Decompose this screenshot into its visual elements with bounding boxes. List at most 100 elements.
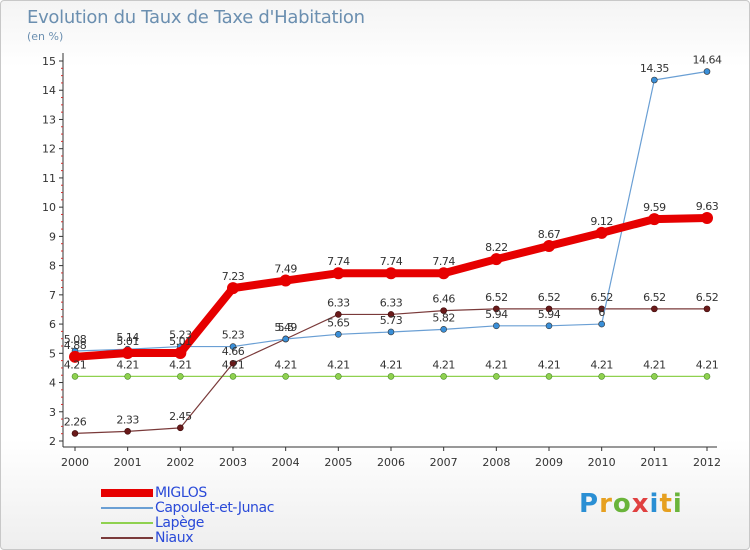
x-tick-label: 2005 — [324, 456, 352, 469]
y-tick-label: 6 — [49, 318, 56, 331]
data-point-lap-ge — [387, 373, 395, 380]
data-label-capoulet-et-junac: 5.49 — [274, 321, 297, 334]
data-label-miglos: 5.01 — [169, 335, 192, 348]
data-point-lap-ge — [177, 373, 184, 380]
y-tick-label: 14 — [42, 84, 56, 97]
data-point-capoulet-et-junac — [545, 322, 553, 330]
data-label-miglos: 7.74 — [327, 255, 350, 268]
data-point-lap-ge — [282, 373, 289, 380]
legend-label-capoulet: Capoulet-et-Junac — [155, 499, 275, 516]
x-tick-label: 2006 — [377, 456, 405, 469]
y-tick-label: 15 — [42, 55, 56, 68]
legend-swatch-niaux — [101, 536, 153, 539]
data-point-niaux — [387, 311, 395, 318]
data-point-capoulet-et-junac — [703, 68, 711, 75]
data-point-niaux — [545, 305, 553, 313]
data-point-miglos — [332, 267, 345, 280]
data-label-niaux: 6.46 — [432, 293, 455, 306]
data-label-lap-ge: 4.21 — [64, 358, 87, 371]
data-point-capoulet-et-junac — [387, 328, 395, 336]
data-label-lap-ge: 4.21 — [696, 358, 719, 371]
data-point-lap-ge — [229, 373, 237, 380]
data-point-niaux — [177, 424, 184, 432]
legend-label-niaux: Niaux — [155, 529, 194, 546]
data-point-niaux — [703, 305, 711, 313]
data-label-capoulet-et-junac: 5.23 — [169, 329, 192, 342]
x-tick-label: 2007 — [430, 456, 458, 469]
data-label-capoulet-et-junac: 5.82 — [432, 311, 455, 324]
data-point-miglos — [385, 267, 397, 280]
data-point-lap-ge — [703, 373, 711, 380]
data-label-niaux: 6.52 — [643, 291, 666, 304]
y-tick-label: 7 — [49, 289, 56, 302]
data-label-lap-ge: 4.21 — [274, 358, 297, 371]
data-point-miglos — [437, 267, 450, 280]
y-axis-unit: (en %) — [27, 30, 64, 43]
data-point-niaux — [124, 428, 131, 435]
data-point-lap-ge — [124, 373, 131, 380]
y-tick-label: 4 — [49, 377, 56, 390]
data-label-lap-ge: 4.21 — [169, 358, 192, 371]
data-label-lap-ge: 4.21 — [380, 358, 403, 371]
data-point-lap-ge — [335, 373, 342, 380]
y-tick-label: 2 — [49, 435, 56, 448]
legend-item-capoulet: Capoulet-et-Junac — [101, 499, 275, 516]
x-tick-label: 2002 — [166, 456, 194, 469]
data-label-miglos: 7.23 — [222, 270, 245, 283]
data-label-niaux: 2.45 — [169, 410, 192, 423]
data-point-capoulet-et-junac — [335, 331, 342, 338]
legend: MIGLOS Capoulet-et-Junac Lapège Niaux — [101, 484, 275, 546]
data-label-capoulet-et-junac: 5.73 — [380, 314, 403, 327]
data-label-niaux: 2.33 — [116, 413, 139, 426]
y-tick-label: 13 — [42, 113, 56, 126]
legend-item-lapege: Lapège — [101, 514, 274, 531]
data-point-niaux — [71, 430, 79, 437]
data-point-lap-ge — [493, 373, 500, 380]
y-tick-label: 5 — [49, 347, 56, 360]
y-tick-label: 10 — [42, 201, 56, 214]
data-label-lap-ge: 4.21 — [590, 358, 613, 371]
data-point-niaux — [335, 311, 342, 318]
data-label-capoulet-et-junac: 14.35 — [640, 62, 669, 75]
data-label-capoulet-et-junac: 14.64 — [693, 54, 722, 67]
data-label-lap-ge: 4.21 — [222, 358, 245, 371]
data-point-miglos — [490, 253, 503, 266]
data-point-miglos — [174, 347, 187, 360]
x-tick-label: 2010 — [588, 456, 616, 469]
data-point-lap-ge — [545, 373, 553, 380]
data-label-miglos: 9.63 — [696, 200, 719, 213]
x-tick-label: 2009 — [535, 456, 563, 469]
data-label-miglos: 7.74 — [432, 255, 455, 268]
data-label-niaux: 6.52 — [485, 291, 508, 304]
data-label-capoulet-et-junac: 5.94 — [538, 308, 561, 321]
data-label-niaux: 6.52 — [696, 291, 719, 304]
data-label-niaux: 6.33 — [380, 296, 403, 309]
data-label-capoulet-et-junac: 5.23 — [222, 329, 245, 342]
data-label-miglos: 4.88 — [64, 339, 87, 352]
data-point-niaux — [440, 307, 447, 314]
data-label-niaux: 6.52 — [590, 291, 613, 304]
data-label-niaux: 6.52 — [538, 291, 561, 304]
data-point-miglos — [701, 211, 713, 224]
data-label-capoulet-et-junac: 5.65 — [327, 316, 350, 329]
data-label-lap-ge: 4.21 — [538, 358, 561, 371]
data-label-capoulet-et-junac: 5.08 — [64, 333, 87, 346]
y-tick-label: 3 — [49, 406, 56, 419]
x-tick-label: 2004 — [272, 456, 300, 469]
proxiti-logo: Proxiti — [579, 489, 683, 519]
data-label-miglos: 7.49 — [274, 263, 297, 276]
legend-swatch-miglos — [101, 488, 153, 497]
x-tick-label: 2012 — [693, 456, 721, 469]
legend-label-miglos: MIGLOS — [155, 484, 207, 501]
legend-label-lapege: Lapège — [155, 514, 204, 531]
y-tick-label: 11 — [42, 172, 56, 185]
data-point-miglos — [648, 213, 661, 226]
data-label-miglos: 8.22 — [485, 241, 508, 254]
data-label-miglos: 9.12 — [590, 215, 613, 228]
x-tick-label: 2003 — [219, 456, 247, 469]
data-label-niaux: 4.66 — [222, 345, 245, 358]
data-point-miglos — [279, 274, 292, 287]
data-label-niaux: 2.26 — [64, 415, 87, 428]
data-point-niaux — [651, 305, 658, 313]
